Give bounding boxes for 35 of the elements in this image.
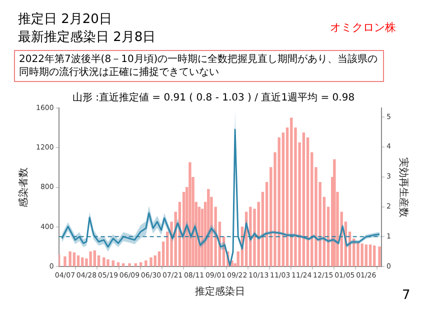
y-axis-title: 感染者数 — [18, 167, 30, 208]
bar — [373, 245, 376, 266]
x-axis-title: 推定感染日 — [195, 286, 246, 298]
text: 7 — [402, 288, 410, 303]
bar — [290, 118, 293, 266]
bar — [89, 251, 92, 266]
bar — [102, 257, 106, 266]
bar — [93, 250, 96, 266]
bar — [333, 159, 336, 266]
bar — [378, 246, 381, 266]
bar — [64, 256, 66, 266]
bar — [249, 206, 252, 266]
bar — [76, 255, 80, 266]
bar — [128, 263, 131, 266]
bar — [368, 244, 372, 266]
chart-title: 山形 :直近推定値 = 0.91 ( 0.8 - 1.03 ) / 直近1週平均 = 0.98 — [72, 92, 355, 104]
text: 最新推定感染日 2月8日 — [18, 29, 156, 46]
bar — [360, 243, 364, 266]
bar — [144, 260, 148, 266]
text: 2022年第7波後半(8－10月頃)の一時期に全数把握見直し期間があり、当該県の同時期の流行状況は正確に捕捉できていない — [14, 50, 384, 82]
bar — [364, 244, 368, 266]
bar — [72, 252, 76, 266]
bar — [302, 132, 306, 266]
bar — [356, 241, 360, 266]
bar — [154, 255, 156, 266]
bar — [68, 251, 72, 266]
bar — [106, 259, 110, 266]
bar — [112, 260, 114, 266]
text: オミクロン株 — [330, 20, 396, 35]
text: 推定日 2月20日 — [18, 11, 112, 28]
bar — [188, 162, 192, 266]
bar — [81, 257, 84, 266]
y2-axis-title: 実効再生産数 — [397, 157, 410, 218]
bar — [150, 257, 152, 266]
bar — [207, 188, 210, 266]
